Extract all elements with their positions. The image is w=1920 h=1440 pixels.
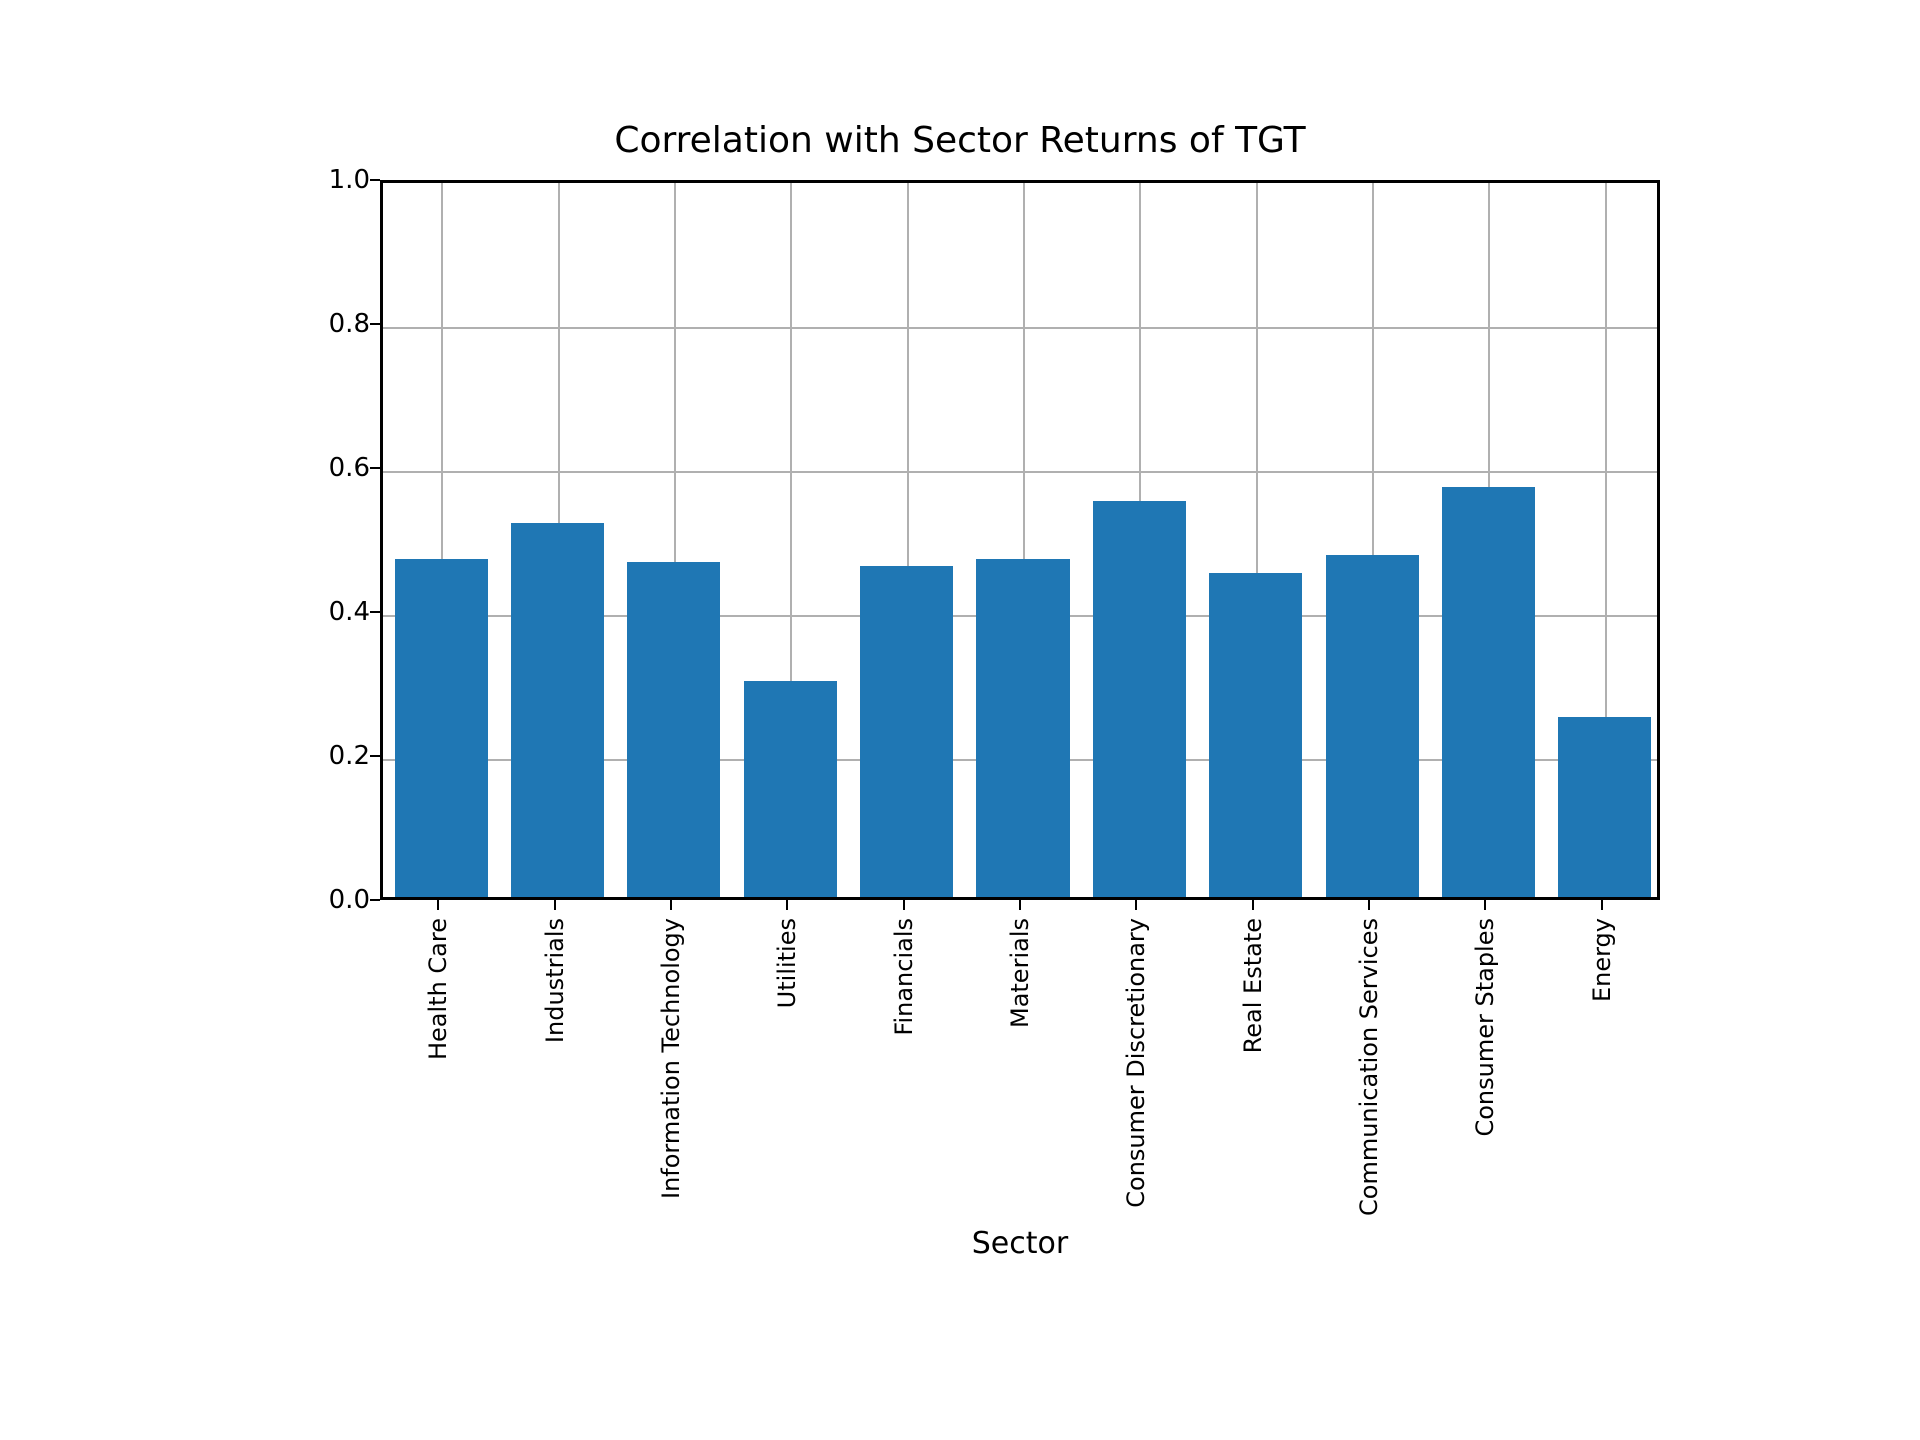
x-tick-mark [786,900,788,910]
grid-line-h [383,471,1657,473]
x-tick-mark [903,900,905,910]
x-tick-mark [554,900,556,910]
bar [1326,555,1419,897]
x-tick-label: Utilities [773,918,801,1008]
x-tick-label: Communication Services [1355,918,1383,1216]
x-tick-label: Consumer Discretionary [1122,918,1150,1208]
chart-figure: Correlation with Sector Returns of TGT C… [200,100,1720,1340]
x-tick-label: Health Care [424,918,452,1060]
x-tick-mark [1135,900,1137,910]
y-tick-mark [370,899,380,901]
bar [511,523,604,897]
x-tick-label: Energy [1588,918,1616,1002]
x-tick-label: Financials [890,918,918,1036]
x-tick-mark [1252,900,1254,910]
y-tick-mark [370,755,380,757]
bar [1093,501,1186,897]
x-tick-label: Information Technology [657,918,685,1199]
bar [744,681,837,897]
x-tick-mark [670,900,672,910]
y-tick-mark [370,611,380,613]
x-tick-label: Consumer Staples [1471,918,1499,1137]
y-tick-label: 0.8 [290,309,370,339]
y-tick-label: 0.2 [290,741,370,771]
grid-line-h [383,327,1657,329]
x-tick-label: Materials [1006,918,1034,1028]
x-tick-mark [1601,900,1603,910]
bar [860,566,953,897]
x-tick-mark [1368,900,1370,910]
x-axis-label: Sector [380,1226,1660,1261]
x-tick-mark [1019,900,1021,910]
y-tick-label: 0.4 [290,597,370,627]
bar [1558,717,1651,897]
y-tick-mark [370,179,380,181]
x-tick-mark [1484,900,1486,910]
y-tick-mark [370,467,380,469]
x-tick-mark [437,900,439,910]
bar [1209,573,1302,897]
y-tick-label: 0.6 [290,453,370,483]
chart-title: Correlation with Sector Returns of TGT [200,120,1720,161]
bar [627,562,720,897]
bar [976,559,1069,897]
y-tick-label: 0.0 [290,885,370,915]
bar [1442,487,1535,897]
y-tick-label: 1.0 [290,165,370,195]
x-tick-label: Real Estate [1239,918,1267,1053]
x-tick-label: Industrials [541,918,569,1043]
y-tick-mark [370,323,380,325]
plot-area [380,180,1660,900]
bar [395,559,488,897]
